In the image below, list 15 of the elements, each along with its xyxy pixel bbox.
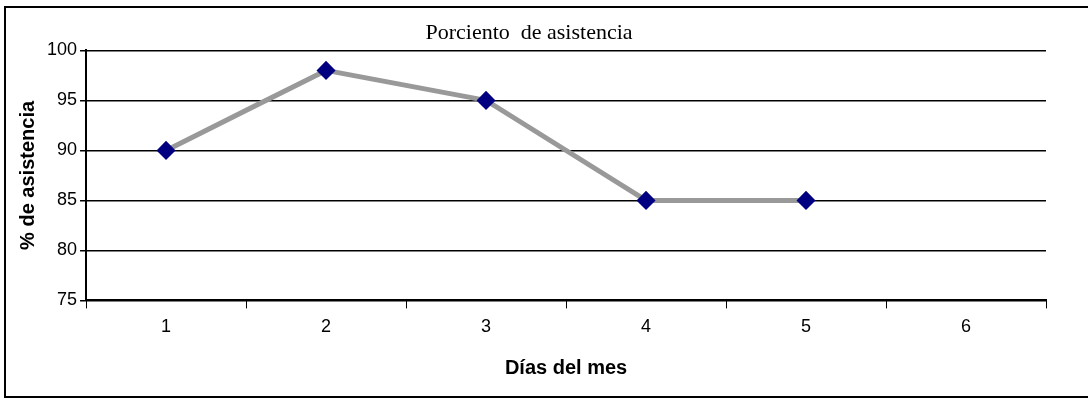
x-tick-label: 4 — [641, 316, 652, 337]
x-tick-label: 2 — [321, 316, 332, 337]
x-tick-label: 3 — [481, 316, 492, 337]
x-axis-title: Días del mes — [504, 355, 628, 378]
y-tick-label: 95 — [57, 89, 78, 110]
y-tick-label: 75 — [57, 289, 78, 310]
y-tick-label: 100 — [46, 39, 78, 60]
y-tick-label: 80 — [57, 239, 78, 260]
y-axis-title: % de asistencia — [15, 100, 38, 250]
chart-title: Porciento de asistencia — [425, 18, 633, 44]
y-tick-label: 90 — [57, 139, 78, 160]
x-tick-label: 1 — [161, 316, 172, 337]
x-tick-label: 5 — [801, 316, 812, 337]
y-tick-label: 85 — [57, 189, 78, 210]
x-tick-label: 6 — [960, 316, 972, 337]
